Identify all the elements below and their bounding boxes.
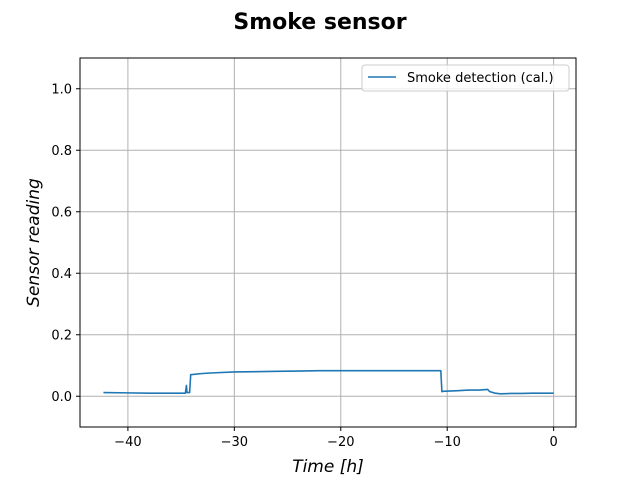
ticks-layer: −40 −30 −20 −10 0 0.0 0.2 0.4 0.6 0.8 1.0 [51,82,557,450]
x-tick-label: −20 [327,435,354,450]
y-tick-label: 0.6 [51,205,72,220]
y-tick-label: 0.4 [51,267,72,282]
y-axis-label: Sensor reading [24,178,44,307]
series-layer [103,369,554,395]
series-line-smoke-detection [103,369,554,395]
legend: Smoke detection (cal.) [361,64,570,92]
y-tick-label: 1.0 [51,82,72,97]
legend-box [361,64,570,92]
axes-frame [79,57,577,428]
grid-layer [80,58,576,427]
y-tick-label: 0.8 [51,144,72,159]
legend-label: Smoke detection (cal.) [407,71,554,86]
chart-title: Smoke sensor [233,10,406,35]
y-tick-label: 0.2 [51,328,72,343]
x-tick-label: 0 [550,435,558,450]
x-tick-label: −40 [114,435,141,450]
x-axis-label: Time [h] [292,457,364,477]
x-tick-label: −30 [221,435,248,450]
y-tick-label: 0.0 [51,390,72,405]
x-tick-label: −10 [433,435,460,450]
